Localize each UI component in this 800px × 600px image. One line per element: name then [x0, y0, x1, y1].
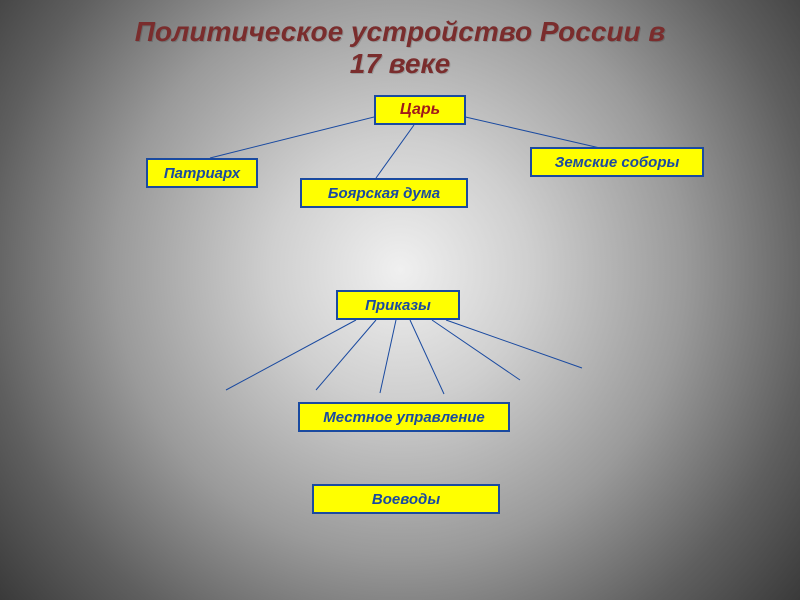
node-zemsky-label: Земские соборы: [555, 154, 680, 171]
node-patriarch-label: Патриарх: [164, 165, 240, 182]
node-duma: Боярская дума: [300, 178, 468, 208]
node-local-label: Местное управление: [323, 409, 485, 426]
node-zemsky: Земские соборы: [530, 147, 704, 177]
node-duma-label: Боярская дума: [328, 185, 440, 202]
node-voevody-label: Воеводы: [372, 491, 440, 508]
node-prikazy-label: Приказы: [365, 297, 431, 314]
node-local: Местное управление: [298, 402, 510, 432]
node-tsar: Царь: [374, 95, 466, 125]
node-tsar-label: Царь: [400, 101, 440, 119]
diagram-stage: Политическое устройство России в 17 веке…: [0, 0, 800, 600]
node-prikazy: Приказы: [336, 290, 460, 320]
node-patriarch: Патриарх: [146, 158, 258, 188]
page-title: Политическое устройство России в 17 веке: [0, 16, 800, 80]
node-voevody: Воеводы: [312, 484, 500, 514]
